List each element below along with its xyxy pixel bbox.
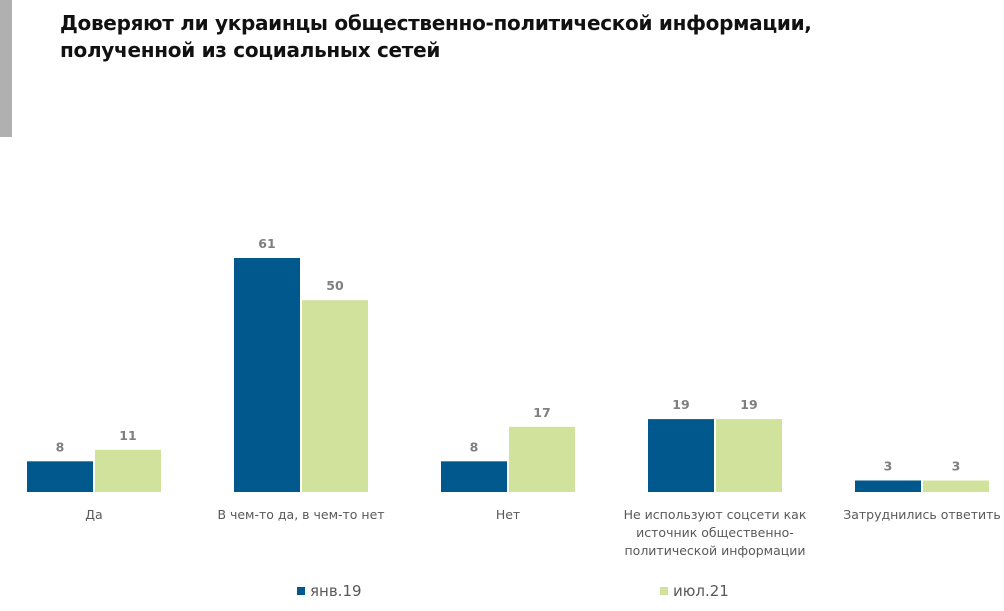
bar <box>302 300 368 492</box>
bar <box>855 480 921 492</box>
data-label: 8 <box>56 439 65 454</box>
category-label: Не используют соцсети как <box>624 507 807 522</box>
bar <box>509 426 575 492</box>
bar <box>716 419 782 492</box>
legend-swatch-jul21 <box>660 587 668 595</box>
data-label: 3 <box>952 458 961 473</box>
data-label: 19 <box>740 397 757 412</box>
legend-swatch-jan19 <box>297 587 305 595</box>
title-line-1: Доверяют ли украинцы общественно-политич… <box>60 11 812 35</box>
category-label: Затруднились ответить <box>843 507 1001 522</box>
title-line-2: полученной из социальных сетей <box>60 38 441 62</box>
data-label: 8 <box>470 439 479 454</box>
legend-item-jan19: янв.19 <box>297 582 362 600</box>
legend-label-jul21: июл.21 <box>673 582 729 600</box>
data-label: 11 <box>119 428 136 443</box>
category-label: Нет <box>496 507 520 522</box>
bar <box>95 449 161 492</box>
data-label: 17 <box>533 405 550 420</box>
bar <box>234 258 300 492</box>
bar <box>441 461 507 492</box>
chart-title: Доверяют ли украинцы общественно-политич… <box>60 10 812 64</box>
category-label: В чем-то да, в чем-то нет <box>217 507 384 522</box>
legend-item-jul21: июл.21 <box>660 582 729 600</box>
category-label: источник общественно- <box>636 525 794 540</box>
data-label: 19 <box>672 397 689 412</box>
bar <box>923 480 989 492</box>
bar <box>648 419 714 492</box>
legend-label-jan19: янв.19 <box>310 582 362 600</box>
data-label: 3 <box>884 458 893 473</box>
category-label: политической информации <box>625 543 806 558</box>
data-label: 61 <box>258 236 275 251</box>
category-label: Да <box>85 507 102 522</box>
data-label: 50 <box>326 278 344 293</box>
bar <box>27 461 93 492</box>
side-strip <box>0 0 12 137</box>
